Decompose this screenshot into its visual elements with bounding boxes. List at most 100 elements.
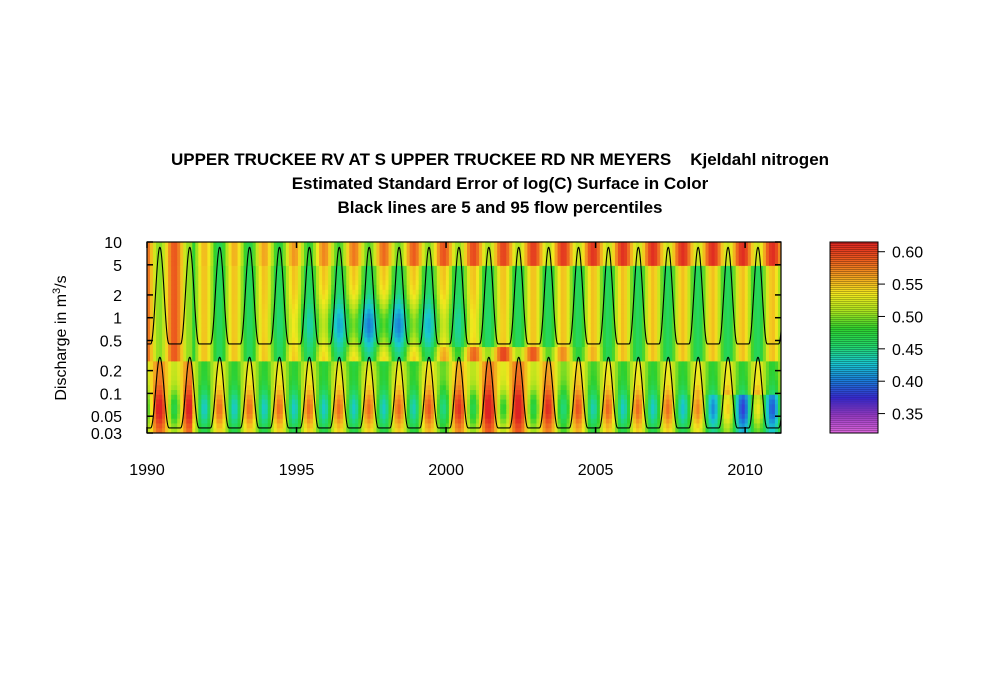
- heatmap-cell: [379, 404, 384, 410]
- heatmap-cell: [349, 351, 353, 358]
- heatmap-cell: [337, 380, 341, 386]
- heatmap-cell: [361, 246, 365, 253]
- heatmap-cell: [509, 351, 513, 358]
- heatmap-cell: [421, 342, 426, 348]
- heatmap-cell: [243, 256, 248, 262]
- heatmap-cell: [445, 337, 450, 343]
- heatmap-cell: [367, 385, 372, 391]
- heatmap-cell: [328, 413, 332, 420]
- heatmap-cell: [237, 375, 242, 382]
- heatmap-cell: [439, 289, 444, 296]
- heatmap-cell: [240, 289, 245, 296]
- heatmap-cell: [168, 428, 172, 433]
- heatmap-cell: [328, 337, 332, 343]
- heatmap-cell: [379, 356, 384, 362]
- heatmap-cell: [512, 361, 516, 367]
- heatmap-cell: [391, 265, 396, 272]
- heatmap-cell: [168, 284, 172, 291]
- heatmap-cell: [174, 361, 178, 367]
- heatmap-cell: [464, 347, 468, 353]
- heatmap-cell: [500, 304, 504, 310]
- heatmap-cell: [376, 351, 381, 358]
- heatmap-cell: [403, 270, 408, 277]
- heatmap-cell: [421, 356, 426, 362]
- heatmap-cell: [355, 366, 359, 372]
- heatmap-cell: [397, 256, 402, 262]
- heatmap-cell: [231, 375, 236, 382]
- heatmap-cell: [267, 246, 272, 253]
- heatmap-cell: [279, 265, 284, 272]
- heatmap-cell: [451, 385, 456, 391]
- heatmap-cell: [201, 289, 205, 296]
- heatmap-cell: [231, 351, 236, 358]
- heatmap-cell: [307, 380, 311, 386]
- heatmap-cell: [370, 299, 375, 305]
- heatmap-cell: [473, 342, 477, 348]
- heatmap-cell: [421, 284, 426, 291]
- heatmap-cell: [430, 423, 435, 429]
- heatmap-cell: [515, 332, 519, 339]
- heatmap-cell: [270, 284, 275, 291]
- heatmap-cell: [264, 423, 269, 429]
- heatmap-cell: [258, 261, 263, 267]
- heatmap-cell: [204, 380, 208, 386]
- heatmap-cell: [343, 423, 347, 429]
- heatmap-cell: [518, 423, 522, 429]
- heatmap-cell: [512, 380, 516, 386]
- heatmap-cell: [316, 366, 320, 372]
- heatmap-cell: [424, 242, 429, 248]
- heatmap-cell: [177, 385, 181, 391]
- heatmap-cell: [406, 327, 411, 334]
- heatmap-cell: [473, 275, 477, 281]
- heatmap-cell: [282, 265, 287, 272]
- heatmap-cell: [222, 361, 227, 367]
- heatmap-cell: [240, 409, 245, 415]
- heatmap-cell: [252, 261, 257, 267]
- heatmap-cell: [518, 265, 522, 272]
- heatmap-cell: [491, 318, 495, 324]
- heatmap-cell: [427, 308, 432, 315]
- heatmap-cell: [189, 318, 193, 324]
- heatmap-cell: [171, 337, 175, 343]
- heatmap-cell: [470, 351, 474, 358]
- heatmap-cell: [207, 347, 211, 353]
- heatmap-cell: [198, 351, 202, 358]
- heatmap-cell: [379, 337, 384, 343]
- heatmap-cell: [210, 385, 215, 391]
- heatmap-cell: [439, 256, 444, 262]
- heatmap-cell: [382, 375, 387, 382]
- heatmap-cell: [177, 304, 181, 310]
- heatmap-cell: [234, 375, 239, 382]
- heatmap-cell: [264, 380, 269, 386]
- heatmap-cell: [509, 289, 513, 296]
- heatmap-cell: [273, 404, 278, 410]
- heatmap-cell: [349, 361, 353, 367]
- heatmap-cell: [343, 270, 347, 277]
- heatmap-cell: [467, 423, 471, 429]
- heatmap-cell: [294, 280, 299, 286]
- heatmap-cell: [291, 265, 296, 272]
- heatmap-cell: [358, 375, 362, 382]
- heatmap-cell: [261, 366, 266, 372]
- heatmap-cell: [476, 413, 480, 420]
- heatmap-cell: [343, 304, 347, 310]
- heatmap-cell: [518, 294, 522, 300]
- heatmap-cell: [249, 327, 254, 334]
- heatmap-cell: [243, 399, 248, 405]
- heatmap-cell: [355, 313, 359, 320]
- heatmap-cell: [252, 323, 257, 329]
- heatmap-cell: [448, 313, 453, 320]
- heatmap-cell: [234, 399, 239, 405]
- heatmap-cell: [279, 280, 284, 286]
- heatmap-cell: [237, 423, 242, 429]
- heatmap-cell: [497, 390, 501, 396]
- heatmap-cell: [165, 394, 169, 401]
- heatmap-cell: [509, 280, 513, 286]
- heatmap-cell: [282, 337, 287, 343]
- heatmap-cell: [319, 366, 323, 372]
- heatmap-cell: [249, 394, 254, 401]
- heatmap-cell: [391, 351, 396, 358]
- heatmap-cell: [225, 275, 230, 281]
- heatmap-cell: [297, 356, 302, 362]
- heatmap-cell: [291, 275, 296, 281]
